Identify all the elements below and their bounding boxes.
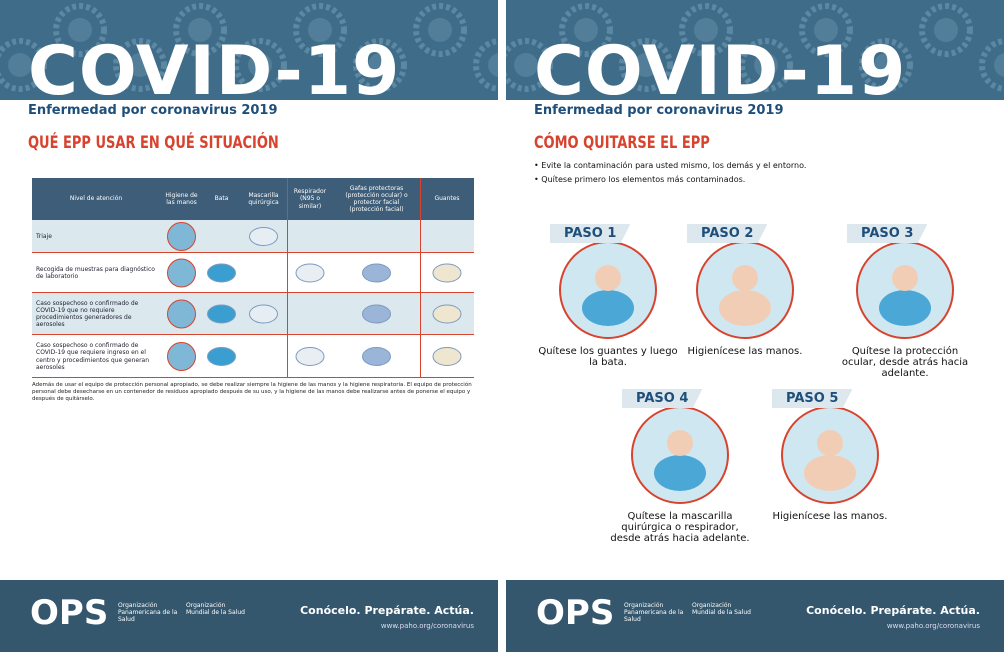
note: Además de usar el equipo de protección p… <box>32 382 476 403</box>
org-name: Organización Panamericana de la Salud <box>624 602 684 624</box>
icon-shape <box>582 290 634 326</box>
icon-shape <box>654 455 706 491</box>
illustration <box>0 335 498 378</box>
icon-shape <box>428 18 452 42</box>
icon-shape <box>208 348 236 366</box>
illustration <box>853 238 957 342</box>
slogan: Conócelo. Prepárate. Actúa. <box>300 604 474 617</box>
step-label: PASO 4 <box>622 389 702 408</box>
illustration <box>628 403 732 507</box>
icon-shape <box>168 300 196 328</box>
icon-shape <box>296 264 324 282</box>
bullet-text: Quítese primero los elementos más contam… <box>541 175 745 184</box>
slogan: Conócelo. Prepárate. Actúa. <box>806 604 980 617</box>
table-header: Gafas protectoras (protección ocular) o … <box>333 178 420 220</box>
subtitle: Enfermedad por coronavirus 2019 <box>534 103 784 118</box>
icon-shape <box>667 430 693 456</box>
icon-shape <box>892 265 918 291</box>
illustration <box>778 403 882 507</box>
logo: OPS <box>30 596 108 630</box>
icon-shape <box>168 343 196 371</box>
step-label: PASO 5 <box>772 389 852 408</box>
heading: QUÉ EPP USAR EN QUÉ SITUACIÓN <box>28 133 279 153</box>
table-header: Respirador (N95 o similar) <box>287 178 333 220</box>
illustration <box>0 253 498 293</box>
icon-shape <box>934 18 958 42</box>
icon-shape <box>595 265 621 291</box>
icon-shape <box>250 305 278 323</box>
illustration <box>0 220 498 253</box>
table-header: Nivel de atención <box>32 178 160 220</box>
icon-shape <box>208 264 236 282</box>
icon-shape <box>433 348 461 366</box>
icon-shape <box>804 455 856 491</box>
page: COVID-19Enfermedad por coronavirus 2019Q… <box>0 0 1004 652</box>
icon-shape <box>363 305 391 323</box>
step-label: PASO 2 <box>687 224 767 243</box>
icon-shape <box>433 305 461 323</box>
title: COVID-19 <box>28 38 400 106</box>
icon-shape <box>208 305 236 323</box>
divider <box>420 178 421 378</box>
icon-shape <box>363 348 391 366</box>
icon-shape <box>994 53 1004 77</box>
step-caption: Higienícese las manos. <box>675 346 815 357</box>
bullet-text: Evite la contaminación para usted mismo,… <box>541 161 806 170</box>
icon-shape <box>719 290 771 326</box>
subtitle: Enfermedad por coronavirus 2019 <box>28 103 278 118</box>
icon-shape <box>817 430 843 456</box>
icon-shape <box>433 264 461 282</box>
org-name: Organización Mundial de la Salud <box>186 602 246 616</box>
table-header: Bata <box>203 178 240 220</box>
logo: OPS <box>536 596 614 630</box>
icon-shape <box>879 290 931 326</box>
title: COVID-19 <box>534 38 906 106</box>
org-name: Organización Mundial de la Salud <box>692 602 752 616</box>
org-name: Organización Panamericana de la Salud <box>118 602 178 624</box>
icon-shape <box>488 53 498 77</box>
illustration <box>0 293 498 335</box>
table-header: Guantes <box>420 178 474 220</box>
icon-shape <box>168 259 196 287</box>
icon-shape <box>732 265 758 291</box>
step-label: PASO 3 <box>847 224 927 243</box>
table-header: Mascarilla quirúrgica <box>240 178 287 220</box>
icon-shape <box>363 264 391 282</box>
bullet: • Quítese primero los elementos más cont… <box>534 175 745 184</box>
table-header: Higiene de las manos <box>160 178 203 220</box>
illustration <box>693 238 797 342</box>
icon-shape <box>250 228 278 246</box>
heading: CÓMO QUITARSE EL EPP <box>534 133 710 153</box>
step-label: PASO 1 <box>550 224 630 243</box>
illustration <box>556 238 660 342</box>
url: www.paho.org/coronavirus <box>381 622 474 630</box>
icon-shape <box>296 348 324 366</box>
step-caption: Quítese la protección ocular, desde atrá… <box>835 346 975 379</box>
step-caption: Quítese la mascarilla quirúrgica o respi… <box>610 511 750 544</box>
url: www.paho.org/coronavirus <box>887 622 980 630</box>
step-caption: Higienícese las manos. <box>760 511 900 522</box>
bullet: • Evite la contaminación para usted mism… <box>534 161 806 170</box>
icon-shape <box>168 223 196 251</box>
divider <box>287 178 288 378</box>
step-caption: Quítese los guantes y luego la bata. <box>538 346 678 368</box>
